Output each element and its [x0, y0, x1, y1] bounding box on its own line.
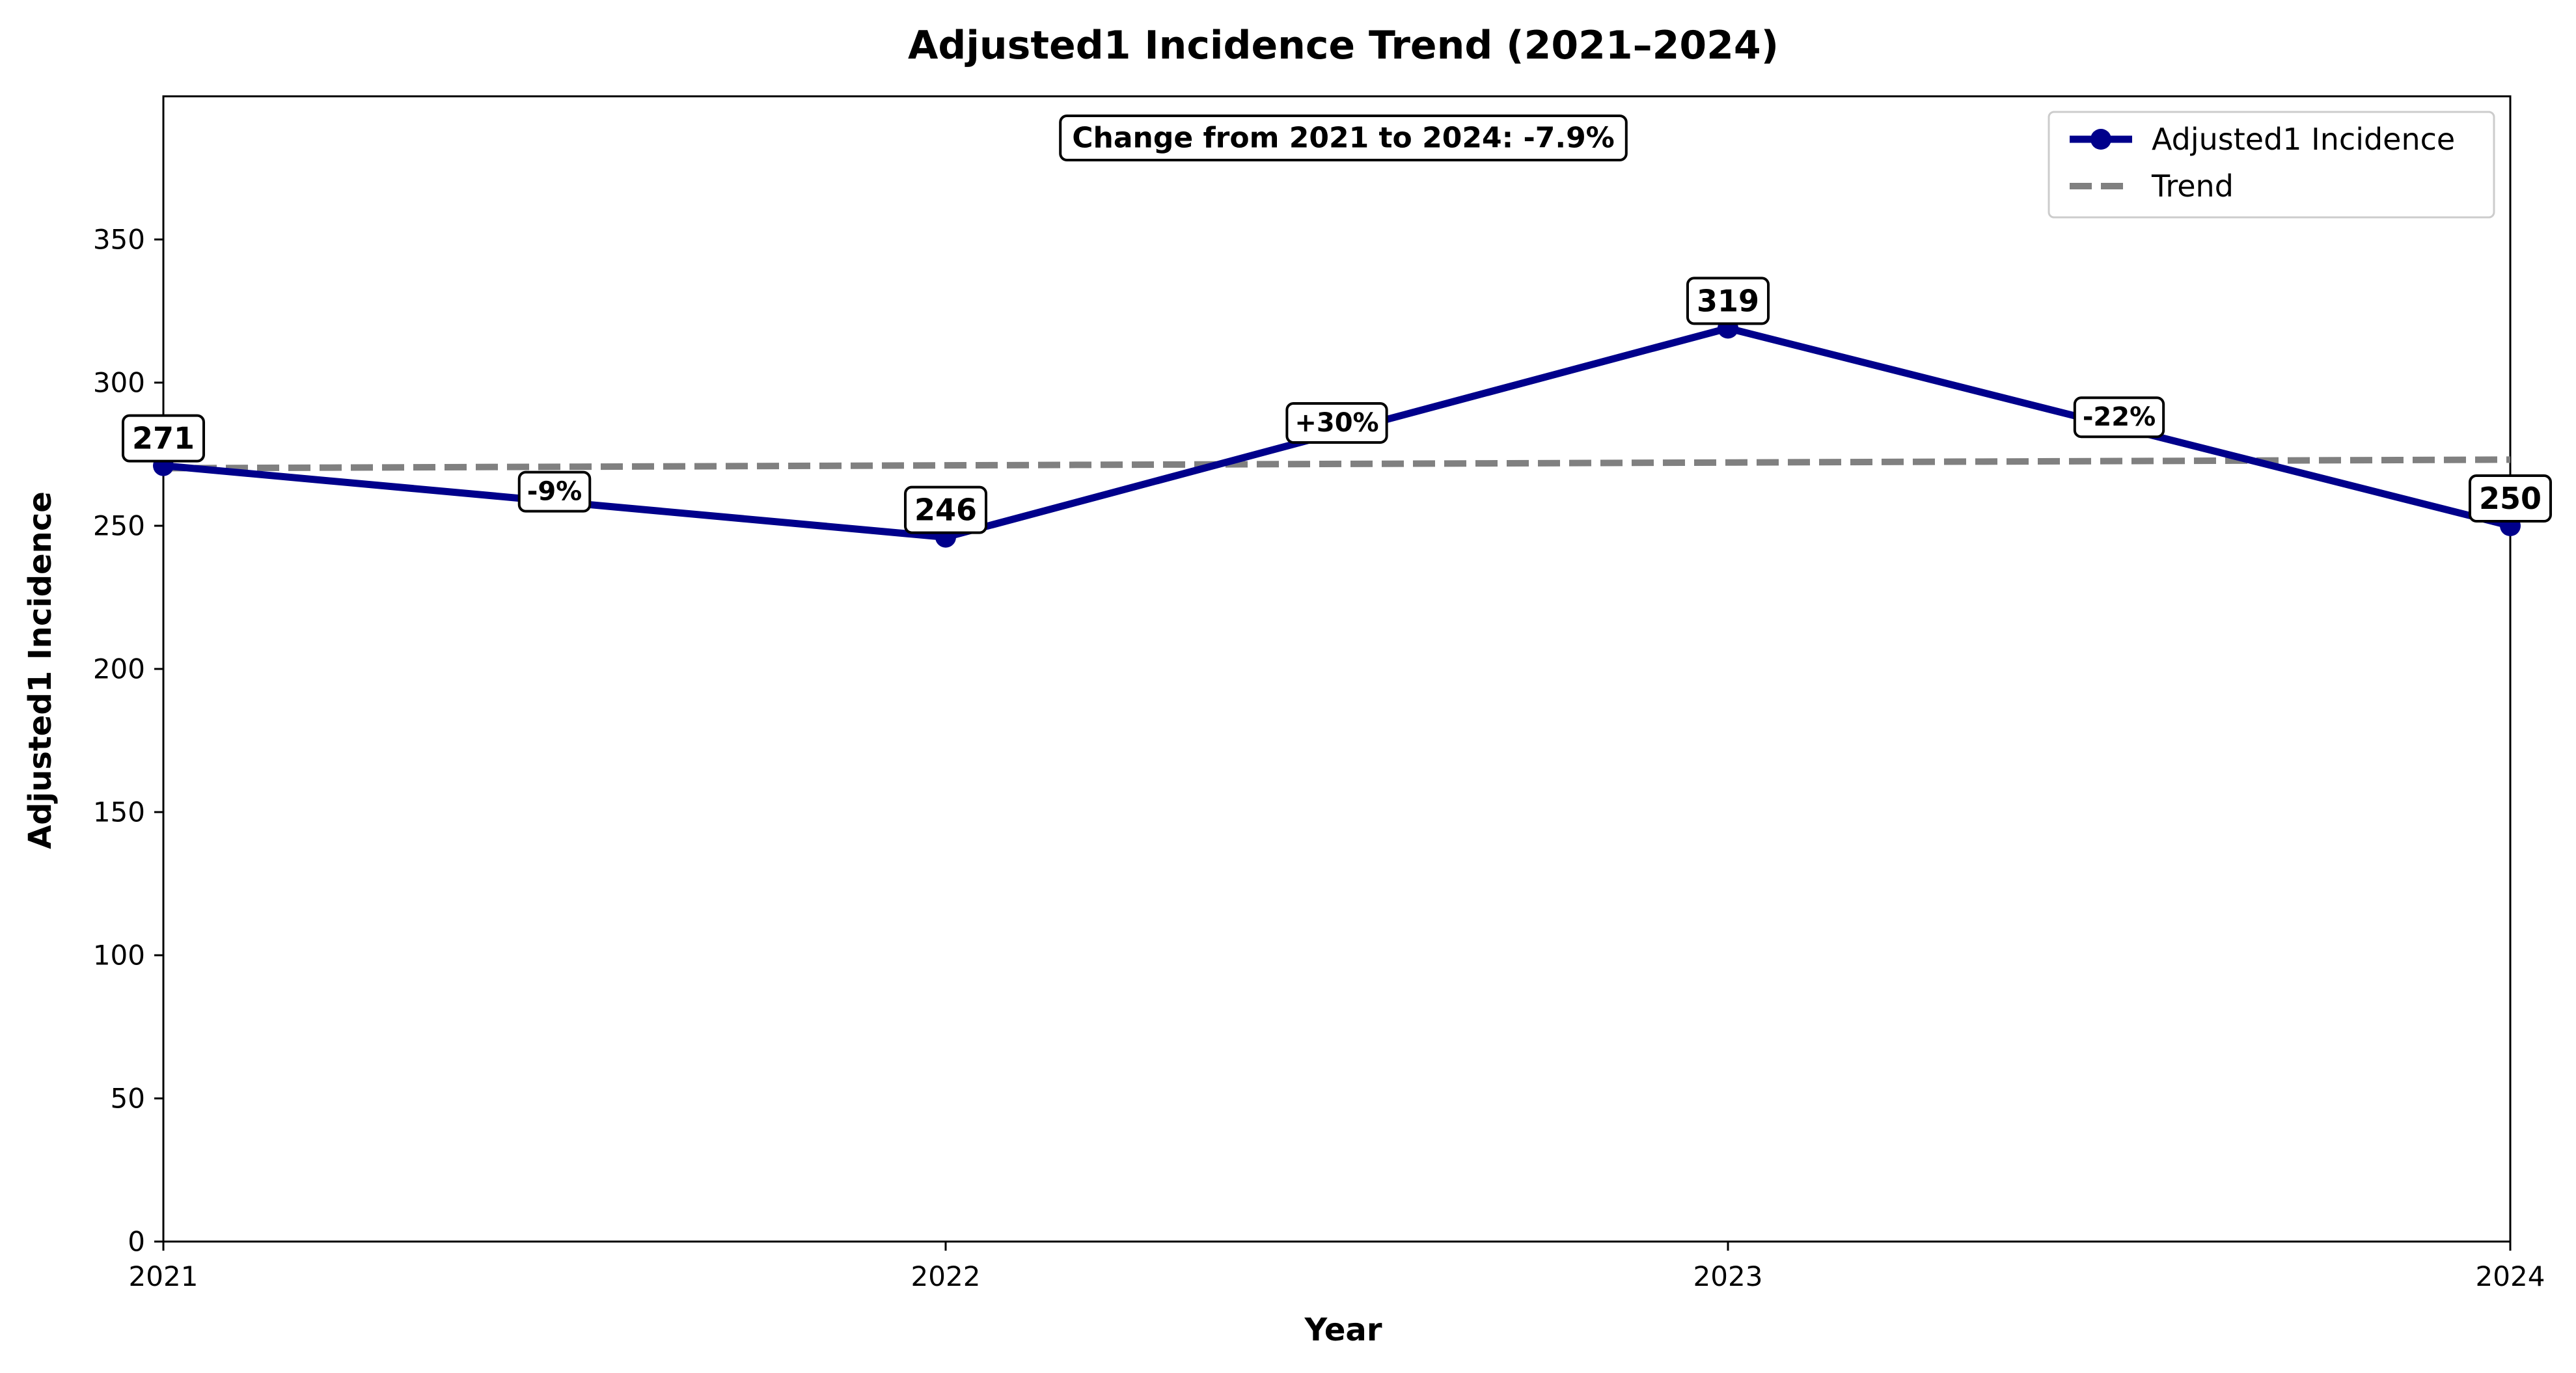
- data-label: 271: [132, 421, 195, 456]
- x-tick-label: 2024: [2476, 1260, 2545, 1292]
- percent-change-label: +30%: [1295, 408, 1378, 438]
- y-axis-title: Adjusted1 Incidence: [22, 491, 59, 849]
- legend-label-trend: Trend: [2151, 169, 2234, 204]
- percent-change-label-box: [1285, 402, 1388, 444]
- y-tick-label: 150: [93, 796, 145, 828]
- data-label: 250: [2479, 481, 2542, 516]
- y-tick-label: 50: [111, 1083, 145, 1115]
- percent-change-label: -9%: [527, 477, 582, 507]
- legend-marker-incidence: [2090, 129, 2111, 150]
- legend-box: [2048, 111, 2495, 219]
- y-tick-label: 350: [93, 224, 145, 256]
- x-axis-title: Year: [1304, 1312, 1382, 1348]
- plot-frame: [162, 95, 2512, 1243]
- data-label: 246: [914, 493, 977, 528]
- x-tick-label: 2022: [911, 1260, 981, 1292]
- y-tick-label: 300: [93, 367, 145, 399]
- data-label-box: [121, 414, 206, 463]
- summary-annotation: Change from 2021 to 2024: -7.9%: [1072, 122, 1615, 155]
- summary-annotation-box: [1059, 115, 1628, 161]
- data-label: 319: [1697, 283, 1759, 318]
- x-tick-label: 2021: [129, 1260, 199, 1292]
- percent-change-label: -22%: [2083, 402, 2156, 432]
- y-tick-label: 100: [93, 940, 145, 972]
- data-label-box: [903, 485, 988, 534]
- legend-label-incidence: Adjusted1 Incidence: [2152, 122, 2455, 157]
- plot-area: 0 50 100 150 200 250 300 350 2021 2022 2023 2024 271…: [93, 95, 2553, 1292]
- x-tick-label: 2023: [1693, 1260, 1763, 1292]
- y-tick-label: 0: [128, 1226, 145, 1258]
- percent-change-label-box: [2073, 396, 2165, 439]
- y-tick-label: 200: [93, 653, 145, 685]
- percent-change-label-box: [517, 470, 592, 513]
- data-label-box: [2468, 474, 2553, 523]
- trend-series-line: [163, 456, 2511, 472]
- chart-title: Adjusted1 Incidence Trend (2021–2024): [908, 23, 1779, 68]
- data-label-box: [1686, 277, 1770, 325]
- y-tick-label: 250: [93, 510, 145, 542]
